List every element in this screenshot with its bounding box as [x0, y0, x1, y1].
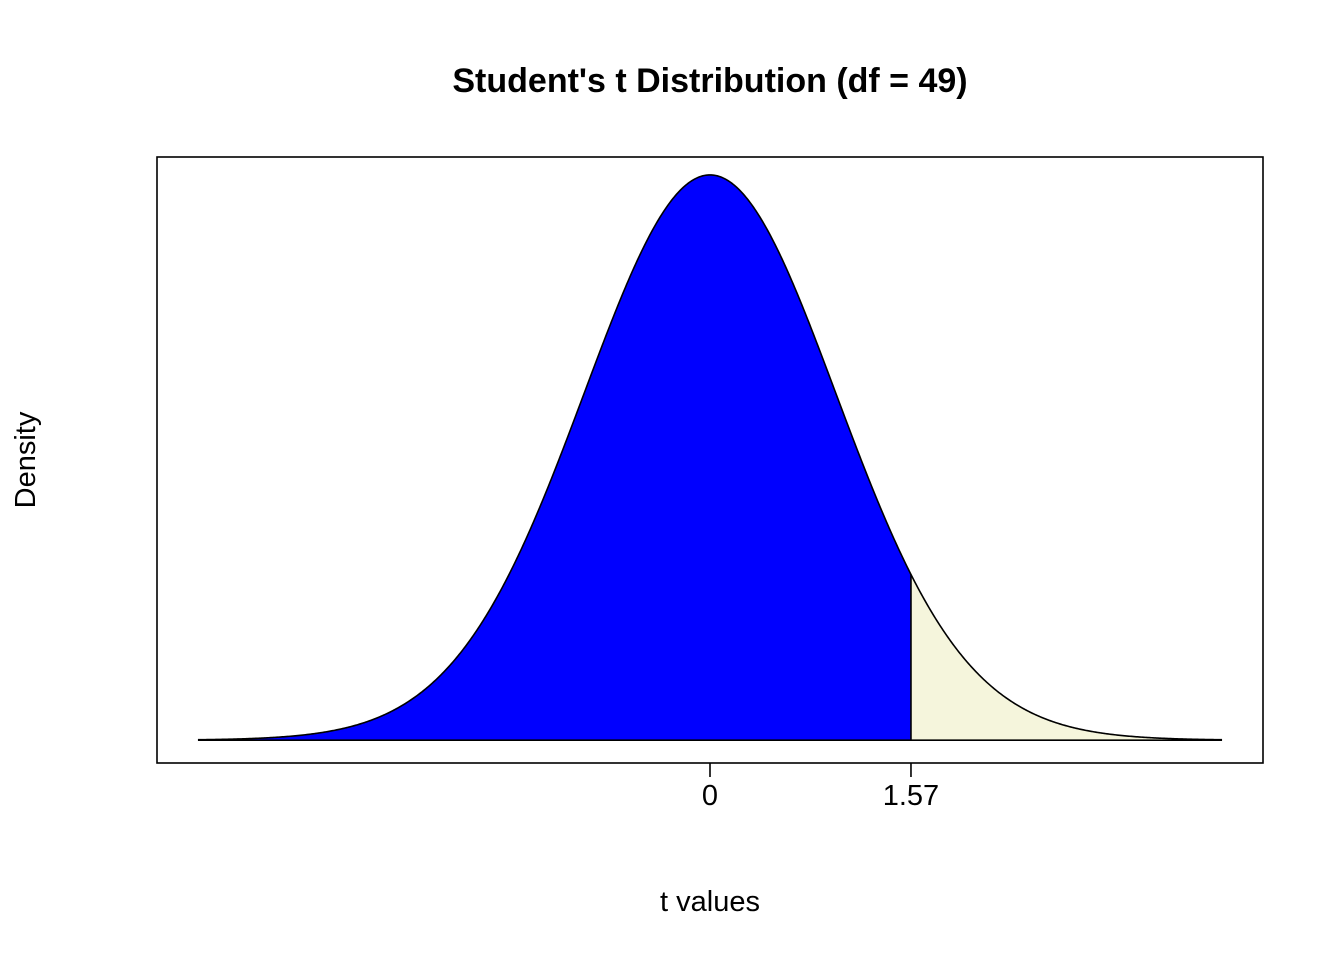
- x-tick-label-0: 0: [702, 780, 718, 812]
- x-tick-label-1: 1.57: [883, 780, 939, 812]
- region-right-fill: [910, 574, 1223, 741]
- density-curve: [197, 174, 1223, 741]
- plot-area: [197, 174, 1223, 742]
- chart-title: Student's t Distribution (df = 49): [452, 62, 967, 100]
- region-left-fill: [197, 174, 911, 741]
- x-axis-label: t values: [660, 886, 760, 918]
- x-axis: 0 1.57: [702, 763, 939, 812]
- y-axis-label: Density: [10, 411, 42, 508]
